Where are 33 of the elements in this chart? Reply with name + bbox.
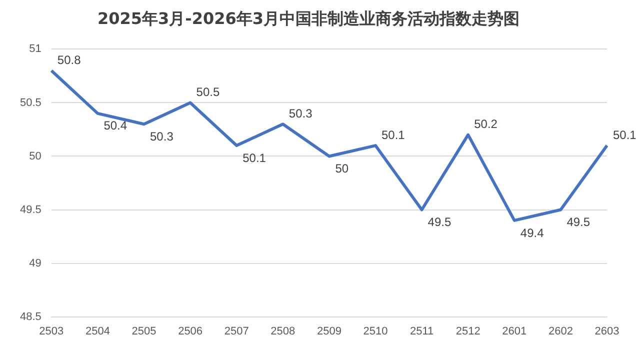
y-tick-label: 51 <box>29 43 42 56</box>
x-tick-label: 2510 <box>363 325 388 338</box>
x-tick-label: 2503 <box>39 325 64 338</box>
data-label: 49.5 <box>428 215 452 230</box>
x-tick-label: 2507 <box>224 325 249 338</box>
x-tick-label: 2512 <box>456 325 480 338</box>
data-label: 49.5 <box>566 215 590 230</box>
x-tick-label: 2601 <box>502 325 527 338</box>
data-label: 50 <box>335 162 349 176</box>
y-tick-label: 49.5 <box>20 204 42 216</box>
y-tick-label: 49 <box>29 257 42 270</box>
x-tick-label: 2511 <box>410 325 434 338</box>
data-label: 50.2 <box>474 117 498 132</box>
data-label: 50.3 <box>150 129 174 144</box>
data-label: 50.8 <box>57 52 82 67</box>
y-tick-label: 50 <box>29 150 42 162</box>
data-label: 50.1 <box>613 128 637 142</box>
x-tick-label: 2504 <box>85 325 110 338</box>
x-tick-label: 2509 <box>316 325 342 338</box>
x-tick-label: 2602 <box>548 325 573 338</box>
data-label: 50.1 <box>382 128 406 142</box>
data-label: 50.1 <box>242 150 266 165</box>
x-tick-label: 2506 <box>178 325 203 338</box>
data-label: 50.5 <box>196 85 220 100</box>
chart-title: 2025年3月-2026年3月中国非制造业商务活动指数走势图 <box>98 8 520 28</box>
data-label: 50.4 <box>104 118 128 133</box>
data-label: 50.3 <box>288 106 313 120</box>
y-tick-label: 50.5 <box>20 96 42 109</box>
x-tick-label: 2505 <box>132 325 156 338</box>
x-tick-label: 2603 <box>594 325 620 338</box>
data-label: 49.4 <box>520 226 544 240</box>
x-tick-label: 2508 <box>270 325 296 338</box>
y-tick-label: 48.5 <box>20 310 42 323</box>
